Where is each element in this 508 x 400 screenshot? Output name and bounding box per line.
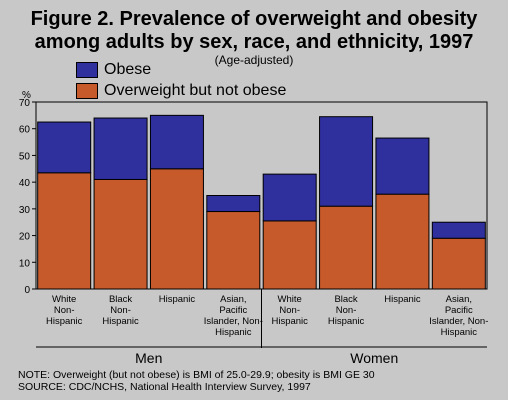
x-tick-label: Hispanic [328, 316, 365, 327]
bar-overweight [431, 237, 486, 290]
x-tick-label: Non- [110, 305, 131, 316]
title-line-2: among adults by sex, race, and ethnicity… [34, 31, 474, 53]
bar-obese [93, 117, 148, 180]
chart-note: NOTE: Overweight (but not obese) is BMI … [18, 369, 375, 393]
bar-obese [149, 114, 204, 170]
bar-obese [431, 221, 486, 239]
x-tick-label: Black [109, 294, 132, 305]
legend-label-overweight: Overweight but not obese [104, 82, 287, 99]
y-tick-label: 40 [19, 178, 31, 189]
x-tick-label: Hispanic [441, 327, 478, 338]
legend-swatch-obese [76, 62, 98, 78]
x-tick-label: Hispanic [215, 327, 252, 338]
bar-overweight [262, 220, 317, 290]
x-tick-label: Asian, [446, 294, 472, 305]
x-tick-label: Hispanic [102, 316, 139, 327]
x-tick-label: White [52, 294, 76, 305]
x-tick-label: Islander, Non- [204, 316, 263, 327]
legend-item-obese: Obese [76, 60, 151, 80]
bar-overweight [319, 205, 374, 290]
legend-swatch-overweight [76, 83, 98, 99]
x-tick-label: Hispanic [46, 316, 83, 327]
y-tick-label: 0 [24, 285, 30, 296]
x-tick-label: Non- [336, 305, 357, 316]
x-tick-label: Islander, Non- [429, 316, 488, 327]
x-tick-label: Asian, [220, 294, 246, 305]
bar-overweight [37, 172, 92, 290]
bar-obese [206, 195, 261, 213]
x-tick-label: Hispanic [384, 294, 421, 305]
bar-overweight [375, 193, 430, 290]
x-tick-label: Hispanic [271, 316, 308, 327]
y-tick-label: 60 [19, 125, 31, 136]
bar-obese [262, 173, 317, 222]
note-source: SOURCE: CDC/NCHS, National Health Interv… [18, 381, 311, 393]
bar-overweight [93, 178, 148, 290]
y-axis-label: % [22, 90, 31, 101]
legend-label-obese: Obese [104, 61, 152, 78]
title-line-1: Figure 2. Prevalence of overweight and o… [30, 8, 478, 30]
y-tick-label: 50 [19, 151, 31, 162]
bar-overweight [206, 211, 261, 290]
y-tick-label: 20 [19, 232, 31, 243]
y-tick-label: 70 [19, 98, 31, 109]
y-tick-label: 30 [19, 205, 31, 216]
x-tick-label: Non- [279, 305, 300, 316]
x-tick-label: White [278, 294, 302, 305]
x-tick-label: Pacific [445, 305, 473, 316]
x-tick-label: Black [334, 294, 357, 305]
group-label-women: Women [350, 350, 398, 366]
x-tick-label: Non- [54, 305, 75, 316]
y-tick-label: 10 [19, 258, 31, 269]
chart-title: Figure 2. Prevalence of overweight and o… [0, 8, 508, 54]
x-tick-label: Pacific [219, 305, 247, 316]
group-label-men: Men [135, 350, 162, 366]
x-tick-label: Hispanic [159, 294, 196, 305]
bar-obese [375, 137, 430, 195]
note-definition: NOTE: Overweight (but not obese) is BMI … [18, 369, 375, 381]
chart-subtitle: (Age-adjusted) [214, 53, 294, 67]
bar-overweight [149, 168, 204, 290]
legend-item-overweight: Overweight but not obese [76, 81, 286, 101]
bar-obese [37, 121, 92, 174]
bar-obese [319, 116, 374, 207]
